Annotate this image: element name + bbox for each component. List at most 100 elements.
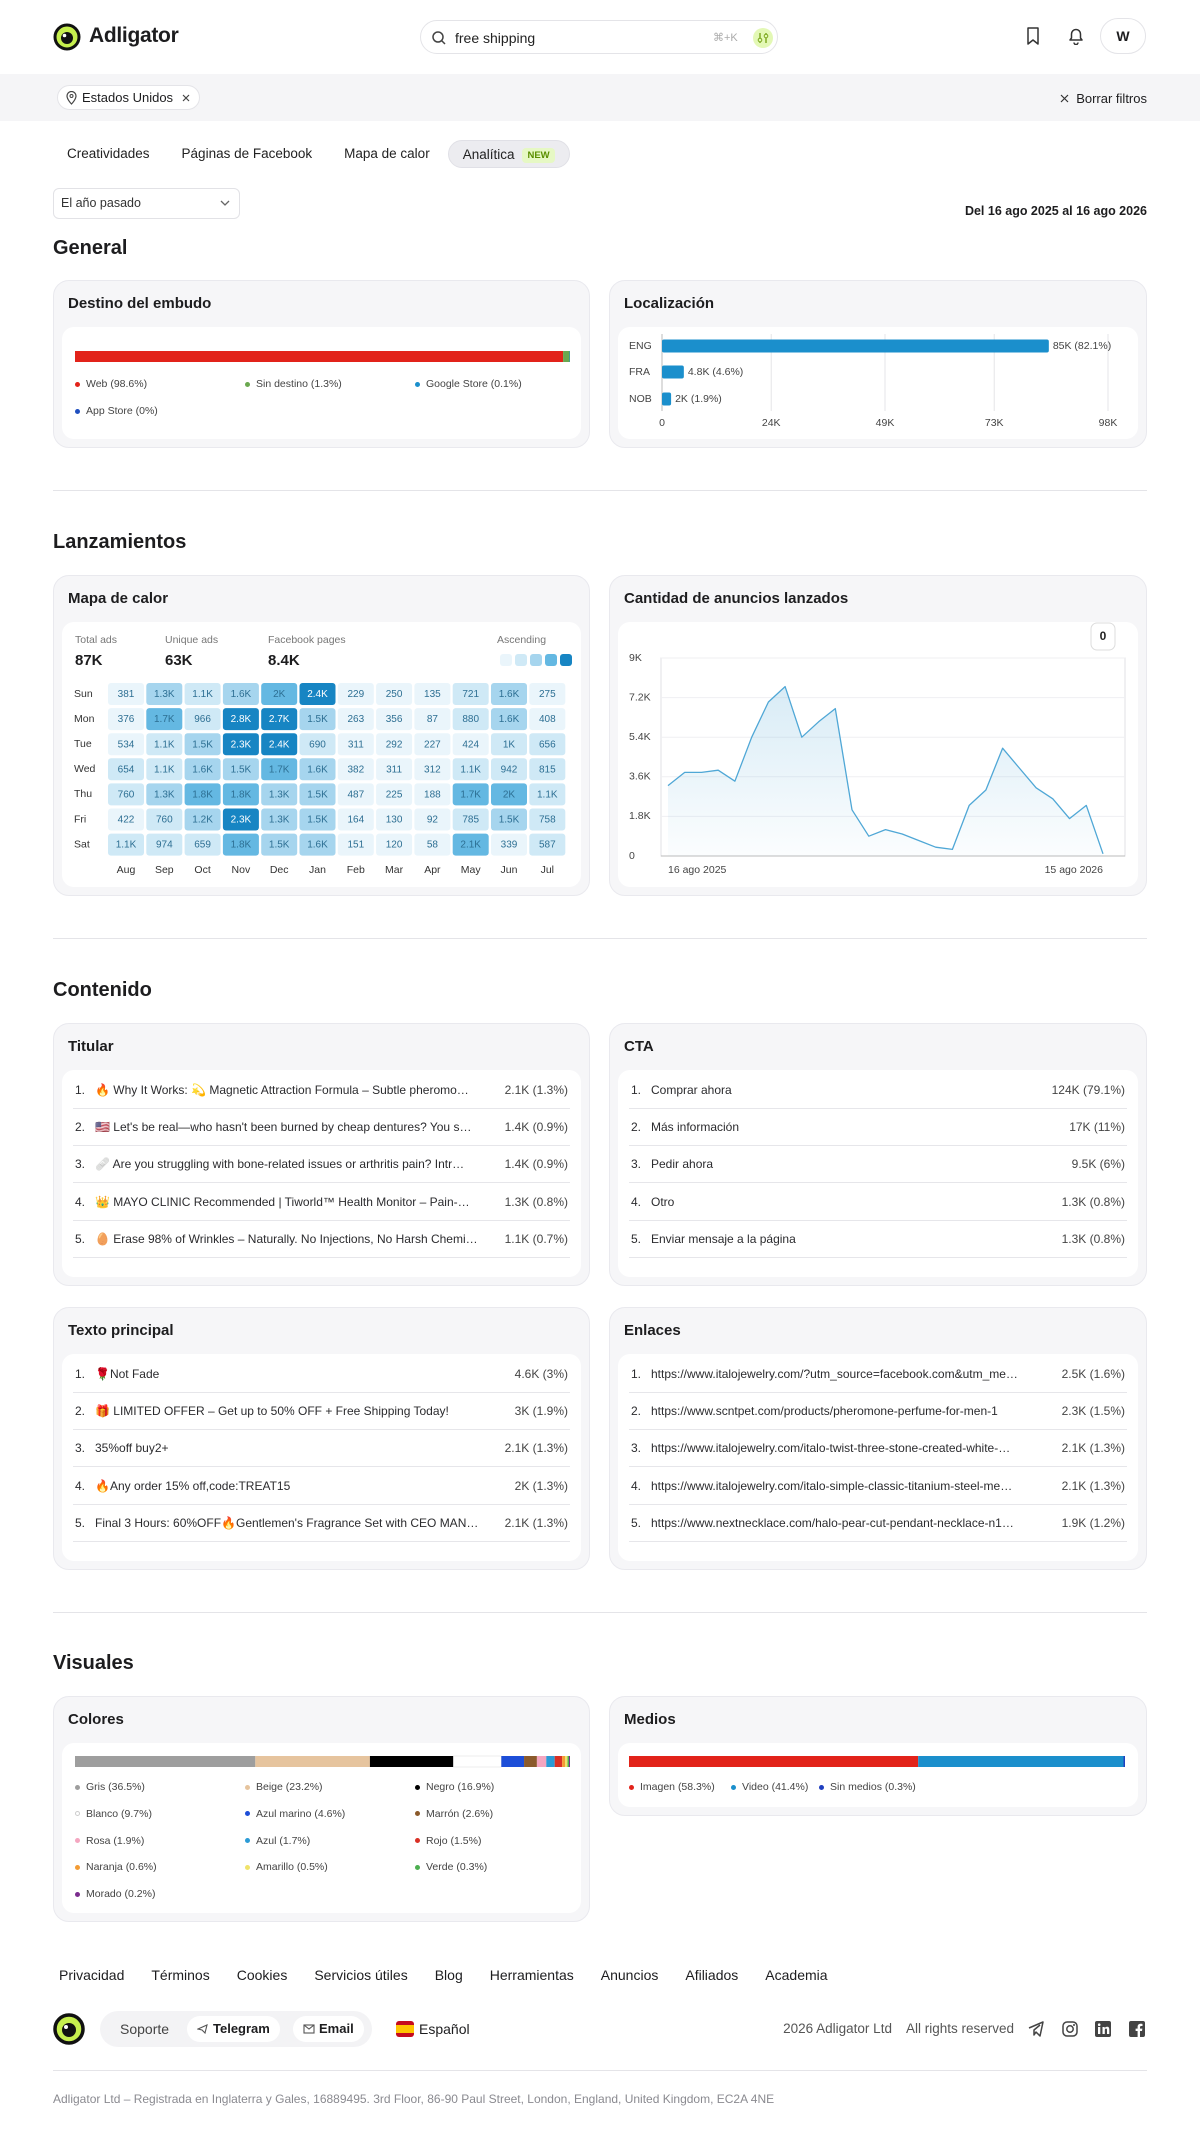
legend-label: Beige (23.2%)	[256, 1781, 323, 1793]
icon-part	[1097, 2023, 1101, 2026]
icon-part	[1066, 2025, 1074, 2033]
rank: 3.	[75, 1157, 86, 1172]
bookmark-icon[interactable]	[1025, 27, 1041, 45]
item-count: 2.5K (1.6%)	[1061, 1367, 1125, 1381]
card-body	[618, 1354, 1138, 1561]
filter-icon[interactable]	[752, 27, 774, 49]
item-text: Comprar ahora	[651, 1083, 732, 1097]
icon-part	[763, 33, 769, 39]
legend-label: Azul marino (4.6%)	[256, 1807, 346, 1820]
search-box[interactable]: free shipping ⌘+K	[420, 20, 778, 54]
legend-item: Azul marino (4.6%)	[245, 1808, 345, 1820]
facebook-social[interactable]	[1129, 2021, 1145, 2037]
country-chip[interactable]: Estados Unidos	[57, 85, 201, 110]
section-title: Lanzamientos	[53, 531, 187, 553]
card-title: Destino del embudo	[68, 295, 212, 312]
item-text: 🌹Not Fade	[95, 1367, 160, 1381]
card-body	[618, 1070, 1138, 1277]
card: Titular	[53, 1023, 590, 1286]
row-separator	[73, 1392, 570, 1393]
legend-dot	[75, 381, 80, 387]
clear-label: Borrar filtros	[1076, 91, 1147, 106]
list-row: 1. 🔥 Why It Works: 💫 Magnetic Attraction …	[75, 1078, 568, 1102]
legend-label: Rojo (1.5%)	[426, 1834, 482, 1847]
tab[interactable]: Analítica NEW	[447, 140, 570, 168]
chevron	[220, 200, 230, 206]
footer-link[interactable]: Servicios útiles	[314, 1967, 408, 1983]
legend-dot	[75, 1784, 80, 1790]
linkedin-social[interactable]	[1095, 2021, 1111, 2037]
legend-dot	[75, 1891, 80, 1897]
legend-label: Gris (36.5%)	[86, 1781, 145, 1793]
list-row: 3. https://www.italojewelry.com/italo-twi…	[631, 1436, 1125, 1460]
legend-item: App Store (0%)	[75, 405, 158, 417]
tab[interactable]: Páginas de Facebook	[168, 140, 327, 168]
row-separator	[73, 1429, 570, 1431]
section-title: General	[53, 237, 128, 259]
footer-link[interactable]: Blog	[434, 1967, 463, 1983]
card-body	[62, 1070, 581, 1277]
legend-label: Amarillo (0.5%)	[256, 1861, 328, 1874]
card-title: Mapa de calor	[68, 590, 169, 607]
card: Colores	[53, 1696, 590, 1922]
card: Cantidad de anuncios lanzados	[609, 575, 1147, 896]
rights: All rights reserved	[905, 2021, 1014, 2036]
tab-label: Mapa de calor	[344, 146, 430, 161]
item-text: 🔥 Why It Works: 💫 Magnetic Attraction Fo…	[95, 1083, 469, 1097]
list-row: 4. 🔥Any order 15% off,code:TREAT15 2K (1.3…	[75, 1474, 568, 1498]
period-select[interactable]: El año pasado	[53, 188, 240, 219]
item-text: Otro	[651, 1194, 675, 1209]
bell-icon[interactable]	[1067, 26, 1085, 45]
footer-link[interactable]: Herramientas	[489, 1967, 574, 1983]
item-text: Final 3 Hours: 60%OFF🔥Gentlemen's Fragra…	[95, 1515, 479, 1530]
legend-item: Rosa (1.9%)	[75, 1835, 144, 1847]
legend-label: Imagen (58.3%)	[640, 1781, 715, 1793]
legend-label: Marrón (2.6%)	[426, 1807, 494, 1820]
chip-remove[interactable]	[182, 94, 190, 102]
footer-logo[interactable]	[53, 2013, 85, 2045]
card: Mapa de calor	[53, 575, 590, 896]
rank: 4.	[631, 1478, 642, 1493]
footer-link[interactable]: Academia	[765, 1967, 828, 1983]
header: Adligator free shipping ⌘+K W	[0, 0, 1200, 74]
footer-link[interactable]: Afiliados	[685, 1967, 739, 1983]
tab-badge: NEW	[522, 148, 555, 163]
legend-dot	[629, 1784, 634, 1790]
footer-link[interactable]: Anuncios	[600, 1967, 659, 1983]
legend-label: Google Store (0.1%)	[426, 378, 522, 390]
card-body	[618, 327, 1138, 439]
logo-icon[interactable]	[53, 23, 81, 51]
email-icon	[303, 2024, 315, 2034]
legend-item: Imagen (58.3%)	[629, 1781, 715, 1793]
language[interactable]: Español	[419, 2021, 470, 2037]
row-separator	[629, 1429, 1127, 1431]
item-text: 🩹 Are you struggling with bone-related i…	[95, 1157, 465, 1172]
icon-part	[62, 33, 67, 38]
legend-dot	[415, 1784, 420, 1790]
footer-link[interactable]: Privacidad	[59, 1967, 125, 1983]
icon-part	[303, 2024, 315, 2034]
filter-bar: Estados Unidos Borrar filtros	[0, 74, 1200, 121]
brand[interactable]: Adligator	[89, 24, 179, 47]
item-text: https://www.italojewelry.com/italo-twist…	[651, 1441, 1011, 1456]
copyright-block: 2026 Adligator Ltd All rights reserved	[783, 2021, 1014, 2036]
icon-part	[753, 28, 773, 48]
email-button[interactable]: Email	[293, 2016, 364, 2042]
instagram-social[interactable]	[1062, 2021, 1078, 2037]
clear-filters[interactable]: Borrar filtros	[1060, 91, 1147, 106]
tab[interactable]: Mapa de calor	[330, 140, 444, 168]
legend-label: Sin medios (0.3%)	[830, 1781, 916, 1793]
rank: 1.	[631, 1083, 642, 1097]
rank: 2.	[631, 1120, 642, 1135]
card-title: Enlaces	[624, 1322, 681, 1339]
tab[interactable]: Creatividades	[53, 140, 164, 168]
icon-part	[1098, 2027, 1101, 2034]
footer-link[interactable]: Términos	[151, 1967, 210, 1983]
icon-part	[220, 200, 230, 206]
footer-link[interactable]: Cookies	[236, 1967, 288, 1983]
item-count: 1.3K (0.8%)	[1061, 1194, 1125, 1209]
tab-label: Analítica	[462, 147, 515, 162]
telegram-button[interactable]: Telegram	[187, 2016, 280, 2042]
avatar[interactable]: W	[1100, 18, 1146, 54]
telegram-social[interactable]	[1028, 2021, 1044, 2037]
